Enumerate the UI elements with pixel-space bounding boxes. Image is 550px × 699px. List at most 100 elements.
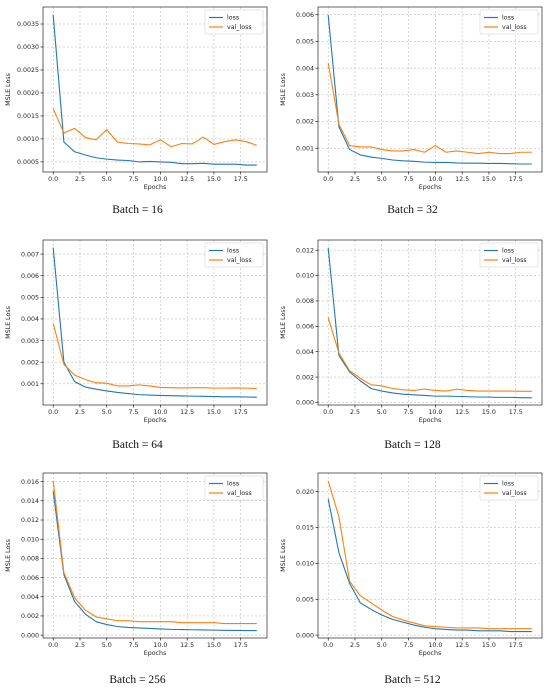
x-tick-label: 0.0: [323, 642, 333, 649]
legend-box: [479, 475, 539, 501]
y-tick-label: 0.001: [296, 145, 314, 152]
chart-panel-5: 0.0 2.5 5.0 7.5 10.0 12.5 15.0 17.5 0.000 0.002 0.…: [0, 466, 275, 699]
x-tick-label: 10.0: [428, 642, 442, 649]
y-tick-label: 0.005: [296, 39, 314, 46]
y-tick-label: 0.004: [21, 594, 39, 601]
legend: loss val_loss: [479, 475, 539, 501]
x-tick-label: 5.0: [377, 642, 387, 649]
x-tick-label: 17.5: [509, 409, 523, 416]
x-axis-label: Epochs: [419, 417, 442, 424]
y-axis-label: MSLE Loss: [280, 539, 287, 572]
x-tick-label: 5.0: [377, 176, 387, 183]
y-tick-label: 0.002: [296, 119, 314, 126]
x-tick-label: 0.0: [323, 176, 333, 183]
y-tick-label: 0.012: [296, 247, 314, 254]
chart-svg: 0.0 2.5 5.0 7.5 10.0 12.5 15.0 17.5 0.0005 0.0010…: [5, 6, 268, 191]
x-tick-label: 5.0: [102, 642, 112, 649]
axes-frame: [42, 472, 268, 639]
y-tick-label: 0.004: [296, 65, 314, 72]
y-tick-label: 0.000: [296, 400, 314, 407]
y-tick-label: 0.0015: [17, 113, 39, 120]
grid-lines: [318, 240, 542, 405]
x-tick-label: 7.5: [129, 176, 139, 183]
legend-box: [204, 242, 264, 268]
chart-svg: 0.0 2.5 5.0 7.5 10.0 12.5 15.0 17.5 0.000 0.005 0.…: [280, 472, 543, 657]
legend: loss val_loss: [204, 9, 264, 35]
y-tick-label: 0.020: [296, 489, 314, 496]
panel-caption: Batch = 256: [109, 674, 166, 686]
y-tick-label: 0.000: [21, 632, 39, 639]
series-line-loss: [52, 247, 257, 398]
y-tick-label: 0.0035: [17, 21, 39, 28]
x-tick-label: 7.5: [404, 409, 414, 416]
axes-frame: [317, 472, 543, 639]
y-tick-label: 0.0030: [17, 44, 39, 51]
x-tick-label: 2.5: [350, 642, 360, 649]
x-axis-label: Epochs: [419, 184, 442, 191]
series-line-loss: [327, 247, 532, 399]
y-tick-label: 0.010: [296, 273, 314, 280]
chart-panel-2: 0.0 2.5 5.0 7.5 10.0 12.5 15.0 17.5 0.001 0.002 0.…: [275, 0, 550, 233]
y-tick-label: 0.002: [296, 374, 314, 381]
y-tick-label: 0.014: [21, 498, 39, 505]
y-tick-label: 0.000: [296, 632, 314, 639]
x-tick-label: 12.5: [180, 409, 194, 416]
grid-lines: [43, 473, 267, 638]
panel-caption: Batch = 512: [384, 674, 441, 686]
series-line-loss: [327, 14, 532, 165]
y-tick-label: 0.006: [21, 575, 39, 582]
y-tick-label: 0.002: [21, 613, 39, 620]
x-tick-label: 7.5: [129, 642, 139, 649]
legend-box: [479, 9, 539, 35]
grid-lines: [43, 240, 267, 405]
axes-frame: [317, 6, 543, 173]
legend-label-val_loss: val_loss: [502, 257, 527, 264]
y-tick-label: 0.0025: [17, 67, 39, 74]
x-tick-label: 2.5: [75, 409, 85, 416]
x-tick-label: 2.5: [350, 409, 360, 416]
legend: loss val_loss: [204, 475, 264, 501]
legend-box: [479, 242, 539, 268]
x-axis-label: Epochs: [144, 650, 167, 657]
x-tick-label: 15.0: [482, 176, 496, 183]
series-line-val_loss: [327, 62, 532, 155]
y-tick-label: 0.010: [296, 561, 314, 568]
chart-panel-1: 0.0 2.5 5.0 7.5 10.0 12.5 15.0 17.5 0.0005 0.0010…: [0, 0, 275, 233]
x-tick-label: 10.0: [153, 409, 167, 416]
series-line-val_loss: [52, 480, 257, 625]
legend-label-loss: loss: [227, 248, 239, 255]
x-tick-label: 2.5: [75, 176, 85, 183]
series-line-loss: [52, 14, 257, 166]
x-tick-label: 0.0: [48, 176, 58, 183]
legend-label-loss: loss: [227, 15, 239, 22]
y-tick-label: 0.005: [296, 596, 314, 603]
x-tick-label: 17.5: [234, 642, 248, 649]
y-tick-label: 0.004: [296, 349, 314, 356]
y-tick-label: 0.002: [21, 359, 39, 366]
panel-caption: Batch = 64: [112, 439, 163, 451]
chart-panel-6: 0.0 2.5 5.0 7.5 10.0 12.5 15.0 17.5 0.000 0.005 0.…: [275, 466, 550, 699]
chart-svg: 0.0 2.5 5.0 7.5 10.0 12.5 15.0 17.5 0.000 0.002 0.…: [280, 239, 543, 424]
axes-frame: [317, 239, 543, 406]
legend-label-loss: loss: [502, 481, 514, 488]
x-tick-label: 15.0: [207, 642, 221, 649]
grid-lines: [318, 7, 542, 172]
y-tick-label: 0.006: [296, 324, 314, 331]
y-axis-label: MSLE Loss: [5, 539, 12, 572]
legend-label-val_loss: val_loss: [502, 24, 527, 31]
x-tick-label: 0.0: [323, 409, 333, 416]
x-tick-label: 12.5: [455, 176, 469, 183]
x-tick-label: 17.5: [234, 176, 248, 183]
legend: loss val_loss: [479, 242, 539, 268]
legend-label-loss: loss: [502, 248, 514, 255]
panel-caption: Batch = 128: [384, 439, 441, 451]
series-line-val_loss: [327, 317, 532, 392]
x-tick-label: 5.0: [102, 409, 112, 416]
y-tick-label: 0.015: [296, 525, 314, 532]
y-tick-label: 0.007: [21, 251, 39, 258]
y-tick-label: 0.008: [296, 298, 314, 305]
legend-label-loss: loss: [227, 481, 239, 488]
legend-label-val_loss: val_loss: [227, 257, 252, 264]
y-axis-label: MSLE Loss: [5, 306, 12, 339]
x-tick-label: 15.0: [482, 642, 496, 649]
